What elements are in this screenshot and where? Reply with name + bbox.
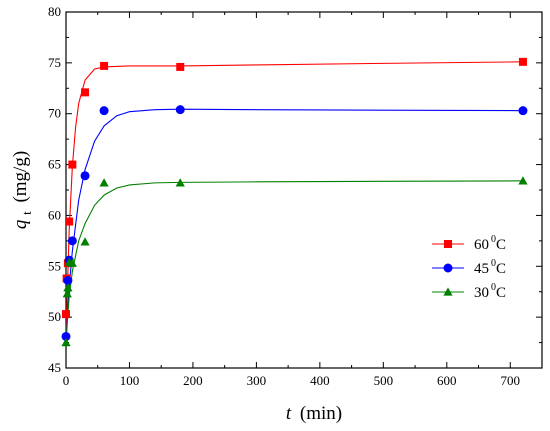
legend-degree: 0 — [491, 234, 496, 245]
y-tick-label: 55 — [48, 258, 61, 273]
x-tick-label: 100 — [120, 373, 140, 388]
data-point-60 — [518, 57, 527, 66]
data-point-45 — [99, 106, 109, 116]
data-point-30 — [62, 289, 72, 298]
data-point-30 — [175, 178, 185, 187]
data-point-45 — [80, 171, 90, 181]
legend-unit: C — [496, 285, 506, 301]
legend-unit: C — [496, 261, 506, 277]
y-tick-label: 65 — [48, 157, 61, 172]
data-point-45 — [518, 106, 528, 116]
y-axis-unit: (mg/g) — [10, 151, 31, 203]
x-axis-variable: t — [286, 403, 292, 424]
data-point-30 — [63, 283, 73, 292]
data-point-30 — [61, 337, 71, 347]
data-point-45 — [175, 105, 185, 115]
data-markers — [61, 57, 528, 347]
fit-curve-45 — [65, 108, 523, 343]
y-tick-label: 75 — [48, 55, 61, 70]
x-tick-label: 700 — [501, 373, 521, 388]
x-axis-unit: (min) — [300, 403, 342, 424]
data-point-30 — [67, 258, 77, 267]
y-tick-label: 60 — [48, 207, 61, 222]
data-point-30 — [99, 178, 109, 187]
legend-marker-30 — [443, 287, 453, 296]
legend-unit: C — [496, 237, 506, 253]
y-tick-label: 50 — [48, 309, 61, 324]
data-point-60 — [68, 160, 77, 169]
legend-label-45: 45 0C — [474, 258, 506, 277]
data-point-60 — [62, 310, 70, 319]
x-axis-label: t (min) — [286, 403, 342, 424]
y-axis: 45 50 55 60 65 70 75 80 — [48, 4, 542, 375]
x-tick-label: 600 — [437, 373, 457, 388]
data-point-30 — [80, 237, 90, 246]
data-point-45 — [63, 276, 73, 286]
legend-label-60: 60 0C — [474, 234, 506, 253]
x-tick-label: 300 — [247, 373, 267, 388]
data-point-60 — [100, 61, 109, 70]
legend-marker-60 — [444, 240, 452, 248]
data-point-60 — [81, 88, 90, 97]
fit-curve-30 — [65, 180, 523, 343]
data-point-60 — [176, 62, 185, 71]
data-point-60 — [65, 217, 74, 226]
fit-curves — [65, 61, 523, 343]
y-axis-subscript: t — [19, 211, 34, 215]
legend-value: 30 — [474, 285, 489, 301]
legend-label-30: 30 0C — [474, 282, 506, 301]
legend-value: 60 — [474, 237, 489, 253]
x-tick-label: 400 — [310, 373, 330, 388]
y-axis-variable: q — [10, 219, 31, 229]
data-point-45 — [67, 236, 77, 246]
y-tick-label: 70 — [48, 106, 61, 121]
fit-curve-60 — [65, 61, 523, 343]
data-point-30 — [518, 176, 528, 185]
y-tick-label: 80 — [48, 4, 61, 19]
x-tick-label: 200 — [183, 373, 203, 388]
x-tick-label: 0 — [63, 373, 70, 388]
x-axis: 0 100 200 300 400 500 600 700 — [63, 12, 520, 388]
y-axis-label: q t (mg/g) — [10, 151, 36, 229]
y-tick-label: 45 — [48, 360, 61, 375]
legend-degree: 0 — [491, 282, 496, 293]
legend-value: 45 — [474, 261, 489, 277]
data-point-45 — [61, 331, 71, 341]
legend-degree: 0 — [491, 258, 496, 269]
legend-marker-45 — [443, 263, 453, 273]
x-tick-label: 500 — [374, 373, 394, 388]
